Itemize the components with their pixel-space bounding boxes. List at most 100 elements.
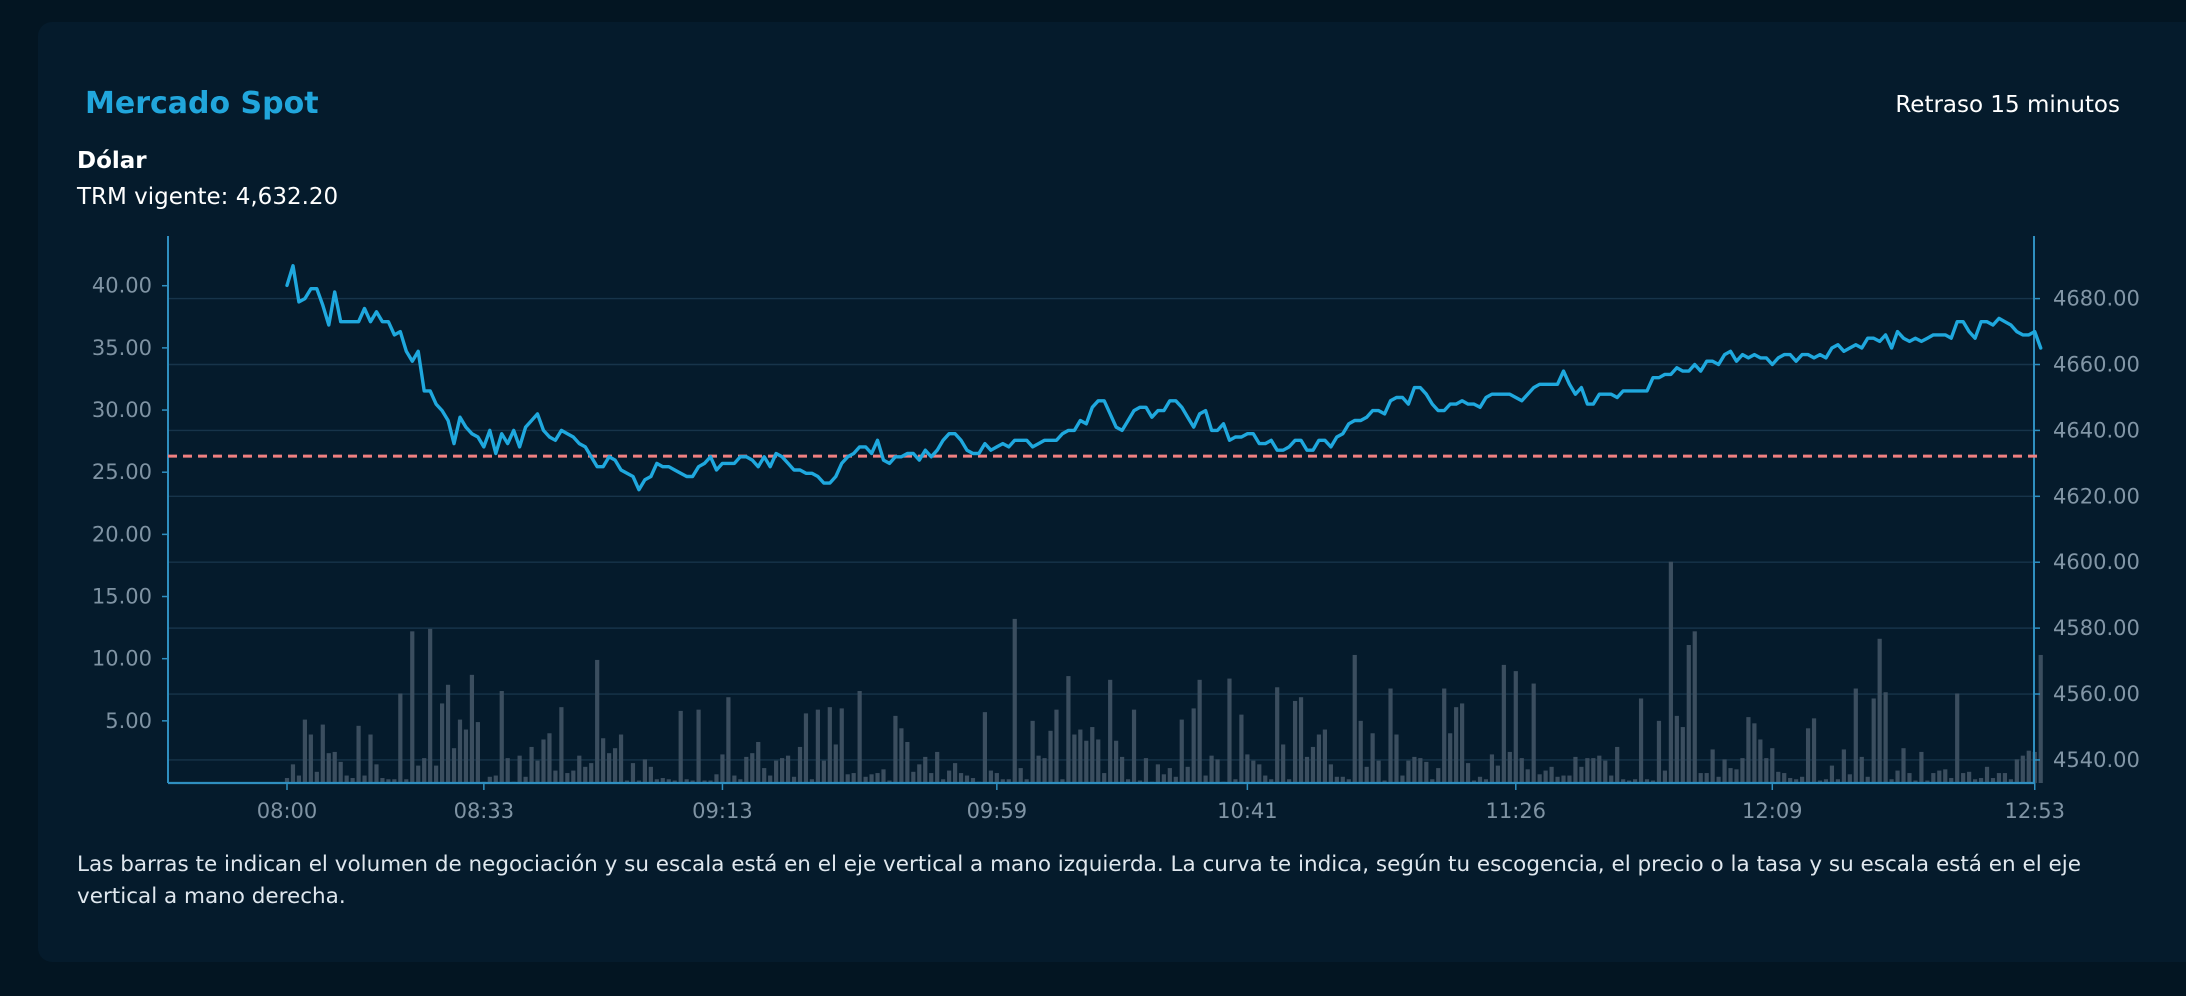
volume-bar [2020, 755, 2025, 783]
volume-bar [1227, 678, 1232, 783]
volume-bar [1173, 776, 1178, 783]
volume-bar [690, 780, 695, 783]
volume-bar [1847, 774, 1852, 783]
volume-bar [1137, 780, 1143, 783]
volume-bar [1972, 779, 1978, 783]
volume-bar [422, 758, 427, 783]
volume-bar [1352, 654, 1357, 783]
volume-bar [1609, 775, 1614, 783]
right-tick-label: 4540.00 [2053, 748, 2140, 772]
volume-bar [1257, 764, 1262, 783]
volume-bar [947, 770, 952, 783]
volume-bar [1036, 755, 1041, 783]
volume-bar [839, 708, 844, 783]
chart-explanation: Las barras te indican el volumen de nego… [77, 852, 2081, 909]
volume-bar [774, 760, 779, 783]
volume-bar [463, 729, 469, 783]
volume-bar [2002, 773, 2008, 783]
volume-bar [1054, 709, 1059, 783]
volume-bar [1823, 779, 1829, 783]
volume-bar [1292, 700, 1298, 783]
left-tick-label: 10.00 [92, 647, 152, 671]
volume-bar [1275, 687, 1280, 783]
volume-bar [589, 763, 594, 783]
volume-bar [1931, 773, 1936, 783]
volume-bar [851, 773, 856, 783]
volume-bar [404, 779, 409, 783]
volume-bar [1859, 756, 1864, 783]
volume-bar [1143, 758, 1149, 783]
volume-bar [553, 770, 558, 783]
volume-bar [1764, 758, 1769, 783]
right-tick-label: 4660.00 [2053, 353, 2140, 377]
volume-bar [2038, 654, 2043, 783]
volume-bar [720, 754, 725, 783]
volume-bar [1996, 773, 2002, 783]
volume-bar [1662, 770, 1668, 783]
volume-bar [332, 751, 337, 783]
volume-bar [434, 765, 439, 783]
volume-bar [505, 758, 510, 783]
x-tick-label: 10:41 [1217, 799, 1278, 823]
volume-bar [1448, 733, 1453, 783]
volume-bar [827, 707, 832, 783]
volume-bar [1978, 778, 1984, 783]
volume-bar [1316, 734, 1322, 783]
volume-bar [1406, 760, 1411, 783]
volume-bar [1734, 769, 1739, 783]
volume-bar [1442, 688, 1447, 783]
volume-bar [583, 766, 588, 783]
volume-bar [1096, 739, 1101, 783]
volume-bar [1549, 766, 1554, 783]
volume-bar [1525, 769, 1530, 783]
right-tick-label: 4620.00 [2053, 484, 2140, 508]
volume-bar [1692, 631, 1697, 783]
volume-bar [1340, 776, 1345, 783]
volume-bar [1955, 693, 1960, 783]
trm-value: TRM vigente: 4,632.20 [77, 184, 339, 210]
volume-bar [869, 774, 874, 783]
volume-bar [326, 753, 331, 783]
volume-bar [618, 734, 624, 783]
left-tick-label: 15.00 [92, 585, 152, 609]
volume-bar [2026, 750, 2031, 783]
volume-bar [666, 779, 671, 783]
volume-bar [1454, 707, 1459, 783]
volume-bar [732, 775, 737, 783]
volume-bar [1853, 688, 1858, 783]
volume-bar [756, 741, 761, 783]
volume-bar [791, 776, 797, 783]
volume-bar [952, 763, 958, 783]
volume-bar [1615, 746, 1620, 783]
volume-bar [1990, 778, 1996, 783]
delay-notice: Retraso 15 minutos [1895, 92, 2120, 118]
volume-bar [1018, 768, 1023, 783]
right-axis-ticks: 4540.00 4560.00 4580.00 4600.00 4620.00 4640.… [2034, 287, 2140, 772]
volume-bar [487, 776, 492, 783]
volume-bar [1460, 703, 1465, 783]
volume-bar [863, 776, 868, 783]
volume-bar [1770, 748, 1775, 783]
volume-bar [499, 691, 504, 783]
left-axis-ticks: 5.00 10.00 15.00 20.00 25.00 30.00 35.00 40.00 [92, 274, 168, 733]
volume-bar [529, 746, 534, 783]
volume-bar [1436, 768, 1441, 783]
volume-bar [1841, 749, 1846, 783]
left-tick-label: 25.00 [92, 460, 152, 484]
volume-bar [1835, 779, 1840, 783]
left-tick-label: 35.00 [92, 336, 152, 360]
volume-bar [857, 691, 862, 783]
right-tick-label: 4680.00 [2053, 287, 2140, 311]
volume-bars [284, 561, 2043, 783]
volume-bar [1585, 758, 1590, 783]
volume-bar [314, 771, 319, 783]
x-tick-label: 08:33 [454, 799, 515, 823]
volume-bar [1030, 720, 1035, 783]
volume-bar [547, 733, 552, 783]
volume-bar [1913, 780, 1918, 783]
volume-bar [738, 779, 743, 783]
volume-bar [1418, 758, 1423, 783]
volume-bar [344, 775, 349, 783]
volume-bar [1698, 773, 1703, 783]
